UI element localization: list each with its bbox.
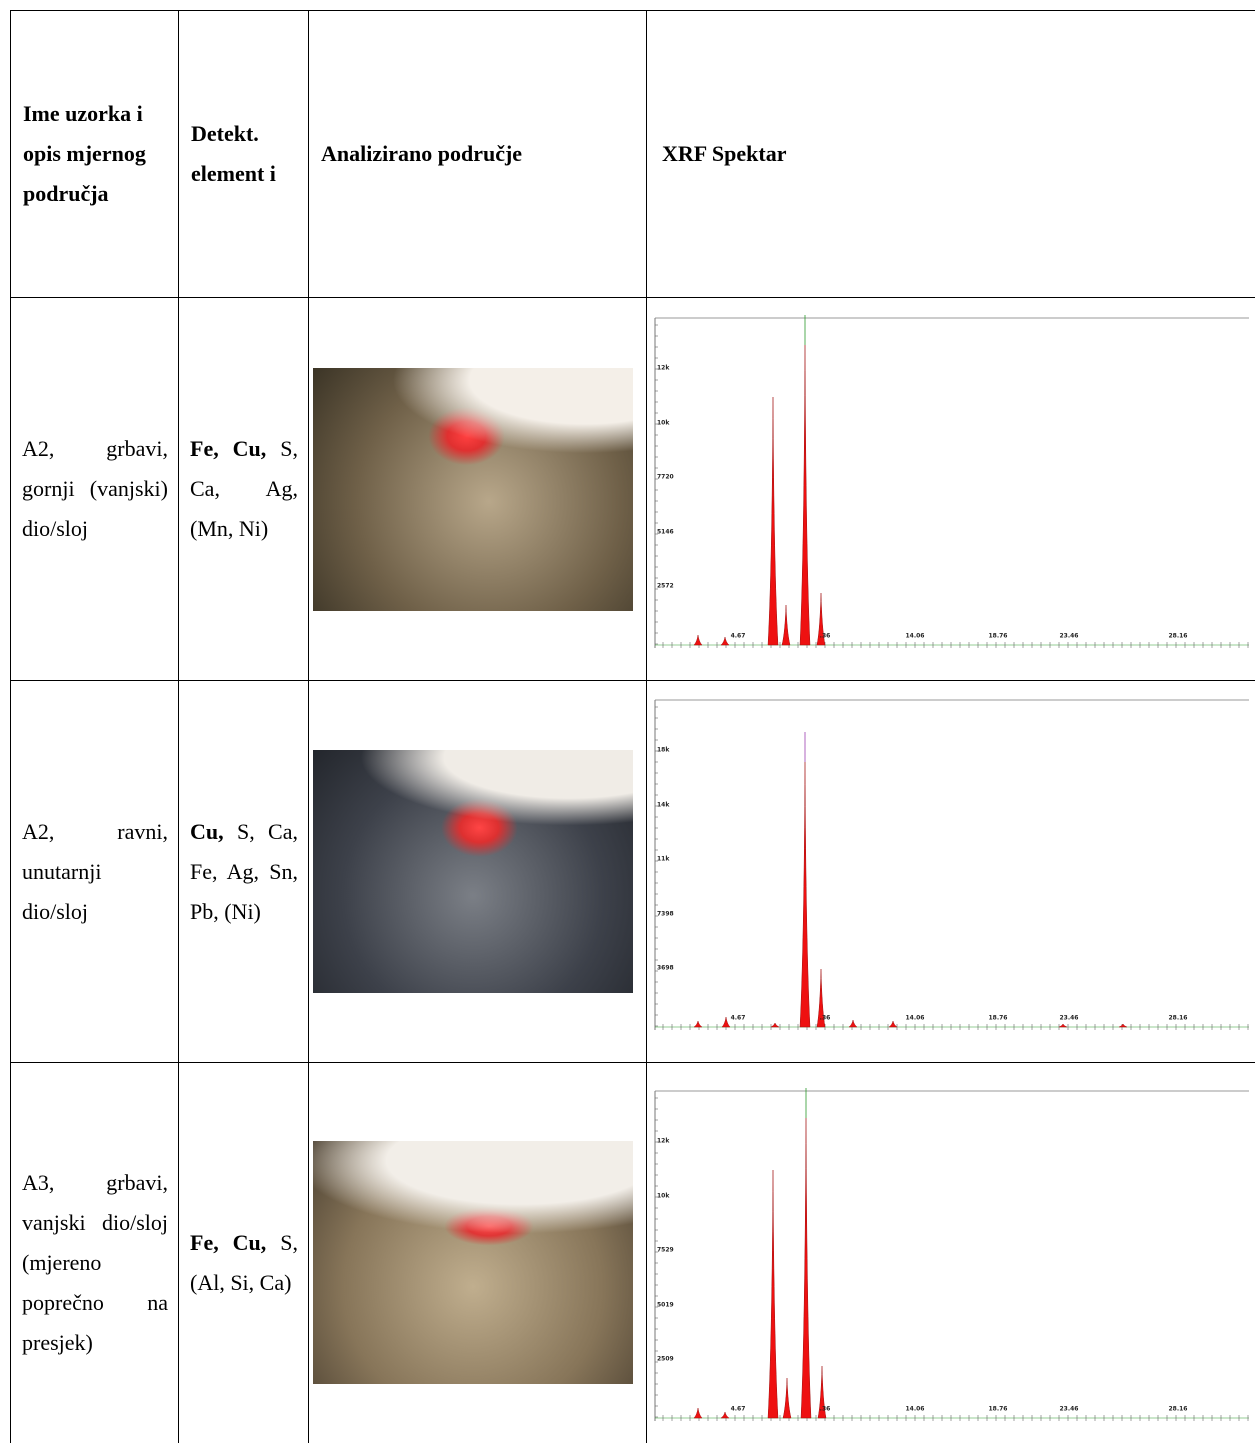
sample-photo bbox=[313, 750, 633, 993]
y-axis-label: 11k bbox=[657, 856, 670, 863]
x-axis-label: 23.46 bbox=[1060, 632, 1079, 639]
y-axis-label: 2509 bbox=[657, 1356, 674, 1363]
x-axis-label: 4.67 bbox=[731, 1015, 746, 1022]
peak bbox=[693, 1020, 703, 1028]
peak bbox=[848, 1019, 858, 1028]
sample-description: A2, ravni, unutarnji dio/sloj bbox=[22, 818, 168, 924]
header-cell: Analizirano područje bbox=[308, 10, 647, 298]
y-axis-label: 2572 bbox=[657, 582, 674, 589]
minor-elements: S, Ca, Fe, Ag, Sn, Pb, (Ni) bbox=[190, 818, 298, 924]
sample-photo bbox=[313, 1141, 633, 1384]
photo-cell bbox=[308, 1062, 647, 1443]
x-axis-label: 28.16 bbox=[1169, 1015, 1188, 1022]
x-axis-label: 14.06 bbox=[906, 632, 925, 639]
y-axis-label: 3698 bbox=[657, 965, 674, 972]
peak bbox=[799, 761, 811, 1028]
peak bbox=[1058, 1023, 1068, 1028]
peak bbox=[800, 1117, 812, 1419]
x-axis-label: 18.76 bbox=[989, 632, 1008, 639]
xrf-spectrum: 12k 10k 7529 5019 2509 4.67 .36 14.06 18.76 23.46… bbox=[654, 1088, 1249, 1421]
data-row: A3, grbavi, vanjski dio/sloj (mjereno po… bbox=[10, 1062, 1255, 1443]
x-axis-label: 18.76 bbox=[989, 1015, 1008, 1022]
peak bbox=[817, 1365, 827, 1419]
x-axis-label: 23.46 bbox=[1060, 1015, 1079, 1022]
x-axis-label: 18.76 bbox=[989, 1406, 1008, 1413]
peak bbox=[781, 604, 791, 645]
peak bbox=[1118, 1023, 1128, 1028]
y-axis-label: 5146 bbox=[657, 528, 674, 535]
sample-cell: A2, grbavi, gornji (vanjski) dio/sloj bbox=[10, 297, 179, 681]
x-axis-label: 28.16 bbox=[1169, 1406, 1188, 1413]
peak bbox=[693, 1407, 703, 1419]
y-axis-label: 7720 bbox=[657, 473, 674, 480]
peak bbox=[782, 1377, 792, 1419]
y-axis-label: 10k bbox=[657, 1193, 670, 1200]
header-row: Ime uzorka i opis mjernog područja Detek… bbox=[10, 10, 1255, 298]
y-axis-label: 5019 bbox=[657, 1302, 674, 1309]
peak bbox=[816, 592, 826, 645]
peak bbox=[720, 1411, 730, 1419]
y-axis-label: 7398 bbox=[657, 911, 674, 918]
x-axis-label: .36 bbox=[820, 1406, 831, 1413]
x-axis-label: 4.67 bbox=[731, 632, 746, 639]
data-row: A2, ravni, unutarnji dio/sloj Cu, S, Ca, … bbox=[10, 680, 1255, 1063]
elements-cell: Fe, Cu, S, (Al, Si, Ca) bbox=[178, 1062, 309, 1443]
xrf-spectrum: 12k 10k 7720 5146 2572 4.67 .36 14.06 18.76 23.46… bbox=[654, 314, 1249, 648]
header-cell: XRF Spektar bbox=[646, 10, 1255, 298]
header-cell: Ime uzorka i opis mjernog područja bbox=[10, 10, 179, 298]
x-axis-label: 14.06 bbox=[906, 1406, 925, 1413]
y-axis-label: 12k bbox=[657, 1138, 670, 1145]
photo-cell bbox=[308, 680, 647, 1063]
x-axis-label: 14.06 bbox=[906, 1015, 925, 1022]
x-axis-label: .36 bbox=[820, 1015, 831, 1022]
header-cell: Detekt. element i bbox=[178, 10, 309, 298]
photo-cell bbox=[308, 297, 647, 681]
major-elements: Fe, Cu, bbox=[190, 1229, 267, 1255]
x-axis-label: .36 bbox=[820, 632, 831, 639]
peak bbox=[767, 1169, 779, 1419]
peak bbox=[720, 636, 730, 645]
peak bbox=[770, 1022, 780, 1028]
y-axis-label: 12k bbox=[657, 364, 670, 371]
results-table: Ime uzorka i opis mjernog područja Detek… bbox=[10, 10, 1255, 1443]
y-axis-label: 7529 bbox=[657, 1247, 674, 1254]
peak bbox=[888, 1020, 898, 1028]
sample-cell: A2, ravni, unutarnji dio/sloj bbox=[10, 680, 179, 1063]
xrf-spectrum: 18k 14k 11k 7398 3698 4.67 .36 14.06 18.76 23.46 2… bbox=[654, 699, 1249, 1030]
peak bbox=[767, 396, 779, 645]
data-row: A2, grbavi, gornji (vanjski) dio/sloj Fe,… bbox=[10, 297, 1255, 681]
major-elements: Fe, Cu, bbox=[190, 436, 267, 461]
peak bbox=[721, 1016, 731, 1028]
x-axis-label: 28.16 bbox=[1169, 632, 1188, 639]
sample-photo bbox=[313, 367, 633, 611]
peak bbox=[693, 634, 703, 645]
spectrum-cell: 12k 10k 7720 5146 2572 4.67 .36 14.06 18.76 23.46… bbox=[646, 297, 1255, 681]
y-axis-label: 14k bbox=[657, 802, 670, 809]
major-elements: Cu, bbox=[190, 818, 224, 844]
elements-cell: Fe, Cu, S, Ca, Ag, (Mn, Ni) bbox=[178, 297, 309, 681]
peak bbox=[799, 344, 811, 645]
minor-elements: S, (Al, Si, Ca) bbox=[190, 1229, 299, 1295]
y-axis-label: 10k bbox=[657, 419, 670, 426]
x-axis-label: 23.46 bbox=[1060, 1406, 1079, 1413]
spectrum-cell: 12k 10k 7529 5019 2509 4.67 .36 14.06 18.76 23.46… bbox=[646, 1062, 1255, 1443]
sample-description: A2, grbavi, gornji (vanjski) dio/sloj bbox=[22, 436, 168, 541]
x-axis-label: 4.67 bbox=[731, 1406, 746, 1413]
sample-cell: A3, grbavi, vanjski dio/sloj (mjereno po… bbox=[10, 1062, 179, 1443]
elements-cell: Cu, S, Ca, Fe, Ag, Sn, Pb, (Ni) bbox=[178, 680, 309, 1063]
peak bbox=[816, 968, 826, 1028]
y-axis-label: 18k bbox=[657, 747, 670, 754]
sample-description: A3, grbavi, vanjski dio/sloj (mjereno po… bbox=[22, 1169, 168, 1355]
spectrum-cell: 18k 14k 11k 7398 3698 4.67 .36 14.06 18.76 23.46 2… bbox=[646, 680, 1255, 1063]
minor-elements: S, Ca, Ag, (Mn, Ni) bbox=[190, 436, 299, 541]
